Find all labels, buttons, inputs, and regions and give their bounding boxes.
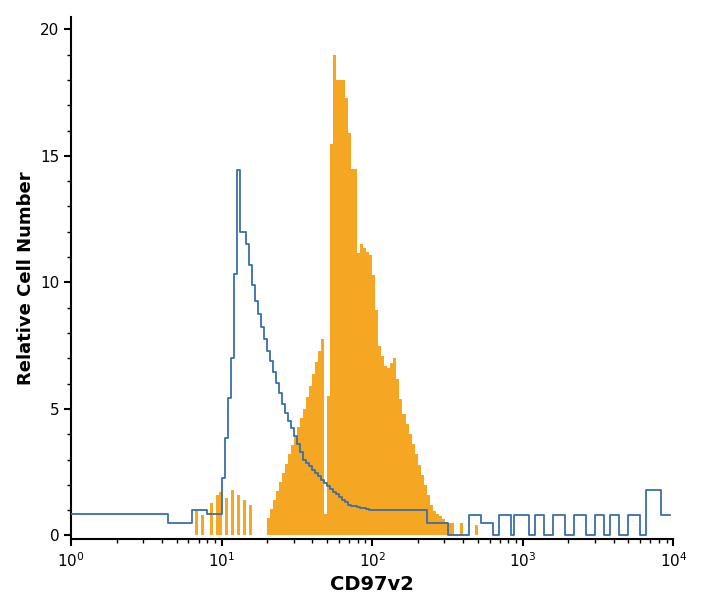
X-axis label: CD97v2: CD97v2 (330, 576, 415, 595)
Y-axis label: Relative Cell Number: Relative Cell Number (17, 171, 34, 385)
